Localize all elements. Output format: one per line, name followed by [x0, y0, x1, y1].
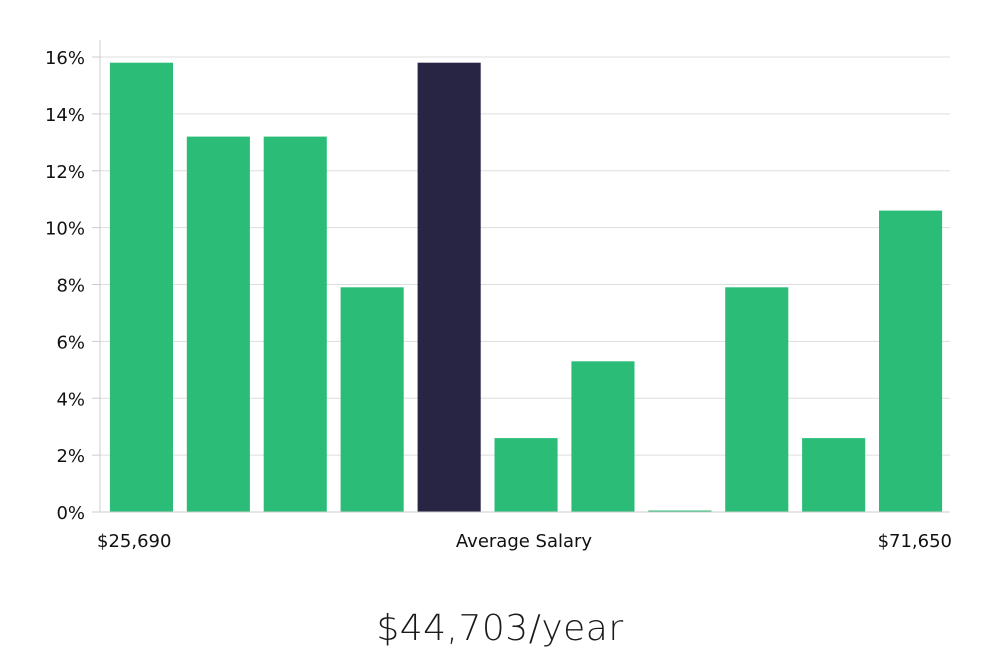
bars: [109, 62, 943, 512]
y-tick-label: 2%: [56, 446, 85, 467]
x-label-min: $25,690: [97, 531, 171, 552]
bar: [494, 438, 558, 512]
bar: [186, 136, 250, 512]
bar: [648, 510, 712, 512]
x-label-max: $71,650: [878, 531, 952, 552]
bar: [725, 287, 789, 512]
average-salary-headline: $44,703/year: [376, 608, 624, 649]
y-tick-label: 8%: [56, 276, 85, 297]
y-tick-label: 6%: [56, 332, 85, 353]
y-tick-label: 12%: [45, 162, 85, 183]
bar: [109, 62, 173, 512]
y-tick-label: 14%: [45, 105, 85, 126]
y-tick-label: 10%: [45, 219, 85, 240]
bar: [340, 287, 404, 512]
y-tick-labels: 0% 2% 4% 6% 8% 10% 12% 14% 16%: [45, 48, 100, 524]
bar: [879, 210, 943, 512]
y-tick-label: 16%: [45, 48, 85, 69]
bar-average-salary: [417, 62, 481, 512]
bar: [263, 136, 327, 512]
bar: [571, 361, 635, 512]
y-tick-label: 4%: [56, 389, 85, 410]
salary-histogram: 0% 2% 4% 6% 8% 10% 12% 14% 16% $25,690 Average S…: [45, 40, 952, 552]
x-label-average: Average Salary: [456, 531, 593, 552]
bar: [802, 438, 866, 512]
y-tick-label: 0%: [56, 503, 85, 524]
